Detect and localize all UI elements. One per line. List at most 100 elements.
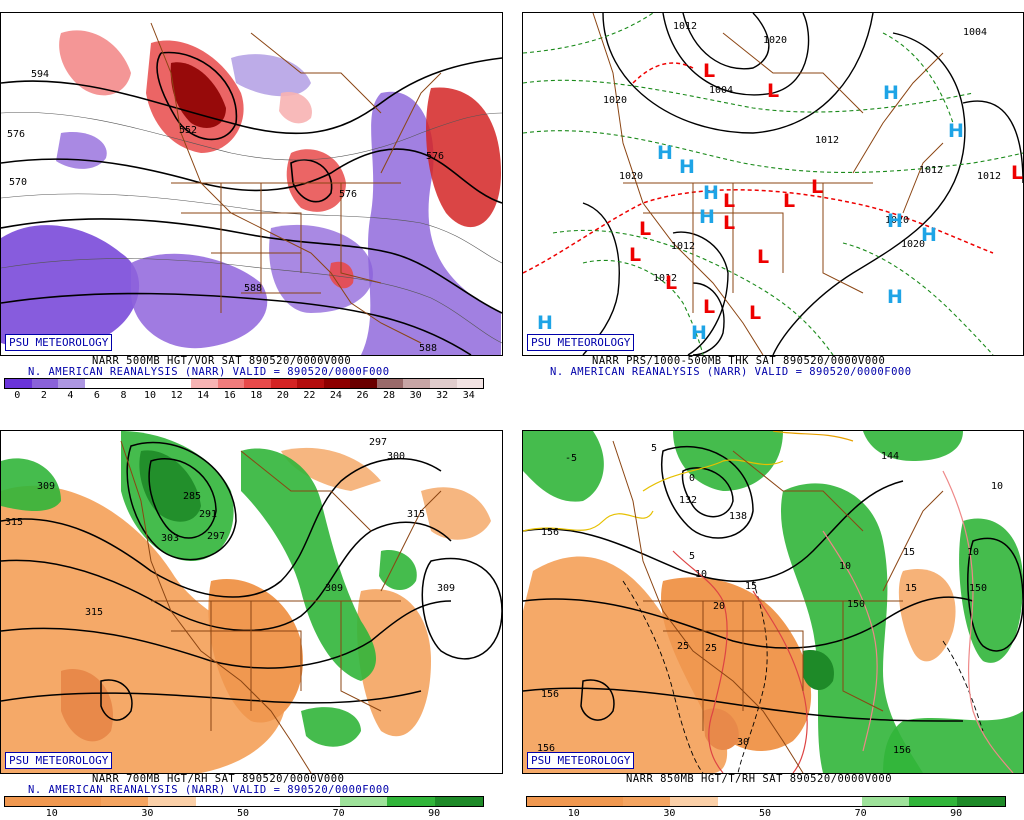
color-swatch [5,797,53,806]
color-swatch [430,379,457,388]
contour-label: 15 [905,583,917,594]
color-swatch [190,379,218,388]
low-pressure-marker: L [749,302,761,324]
vorticity-color-scale [4,378,484,389]
scale-tick-label: 50 [758,808,772,819]
contour-label: 10 [695,569,707,580]
contour-label: 1012 [673,21,697,32]
scale-tick-label: 26 [356,390,369,401]
contour-label: 297 [207,531,225,542]
contour-label: 150 [969,583,987,594]
contour-label: 156 [541,689,559,700]
scale-tick-label: 10 [144,390,157,401]
scale-tick-label: 70 [854,808,867,819]
high-pressure-marker: H [699,206,715,228]
contour-label: 315 [407,509,425,520]
contour-label: 10 [967,547,979,558]
contour-label: 132 [679,495,697,506]
panel-850mb: -5 5 132 138 144 5 156 15 0 10 150 10 20… [522,418,1024,819]
color-swatch [137,379,165,388]
high-pressure-marker: H [883,82,899,104]
contour-label: 5 [689,551,695,562]
contour-label: 150 [847,599,865,610]
scale-tick-label: 18 [250,390,263,401]
high-pressure-marker: H [657,142,673,164]
contour-label: 1020 [619,171,643,182]
color-swatch [164,379,191,388]
scale-tick-label: 28 [383,390,396,401]
contour-label: 156 [541,527,559,538]
color-swatch [84,379,112,388]
scale-tick-label: 20 [276,390,289,401]
contour-label: 30 [737,737,749,748]
low-pressure-marker: L [703,60,715,82]
contour-label: 315 [85,607,103,618]
color-swatch [574,797,623,806]
contour-label: 1012 [653,273,677,284]
contour-label: 20 [713,601,725,612]
scale-tick-label: 22 [303,390,316,401]
panel-pressure-thickness: 1012 1020 1004 1020 1012 1012 1020 1012 … [522,0,1024,410]
map-pressure-graphics: 1012 1020 1004 1020 1012 1012 1020 1012 … [523,13,1023,355]
map-pressure-thickness: 1012 1020 1004 1020 1012 1012 1020 1012 … [522,12,1024,356]
map-500mb: 594 576 570 552 576 576 588 588 PSU METE… [0,12,503,356]
color-swatch [403,379,430,388]
color-swatch [813,797,862,806]
contour-label: 1020 [901,239,925,250]
contour-label: 1004 [709,85,733,96]
scale-tick-label: 2 [40,390,47,401]
panel-700mb: 309 285 291 297 303 297 300 315 315 309 … [0,418,512,819]
scale-tick-label: 30 [141,808,154,819]
low-pressure-marker: L [723,190,735,212]
panel-subtitle: N. AMERICAN REANALYSIS (NARR) VALID = 89… [550,366,912,378]
contour-label: 0 [689,473,695,484]
low-pressure-marker: L [783,190,795,212]
high-pressure-marker: H [948,120,964,142]
scale-tick-label: 24 [329,390,342,401]
scale-tick-label: 10 [45,808,58,819]
panel-title: NARR 850MB HGT/T/RH SAT 890520/0000V000 [626,773,893,785]
low-pressure-marker: L [757,246,769,268]
contour-label: 291 [199,509,217,520]
high-pressure-marker: H [887,210,903,232]
psu-meteorology-badge: PSU METEOROLOGY [5,752,113,769]
contour-label: 1012 [977,171,1001,182]
contour-label: 297 [369,437,387,448]
scale-tick-label: 16 [223,390,236,401]
contour-label: 5 [651,443,657,454]
contour-label: 309 [37,481,55,492]
color-swatch [435,797,483,806]
color-swatch [52,797,101,806]
contour-label: 309 [437,583,455,594]
map-700mb-graphics: 309 285 291 297 303 297 300 315 315 309 … [1,431,502,773]
contour-label: 1020 [885,215,909,226]
contour-label: 1012 [671,241,695,252]
contour-label: 588 [419,343,437,354]
scale-tick-label: 30 [663,808,676,819]
scale-tick-label: 32 [436,390,449,401]
map-700mb: 309 285 291 297 303 297 300 315 315 309 … [0,430,503,774]
panel-500mb: 594 576 570 552 576 576 588 588 PSU METE… [0,0,512,410]
psu-meteorology-badge: PSU METEOROLOGY [527,334,635,351]
color-swatch [387,797,436,806]
panel-title: NARR PRS/1000-500MB THK SAT 890520/0000V… [592,355,886,367]
scale-tick-label: 8 [120,390,127,401]
contour-label: 303 [161,533,179,544]
psu-meteorology-badge: PSU METEOROLOGY [5,334,113,351]
color-swatch [297,379,324,388]
high-pressure-marker: H [703,182,719,204]
low-pressure-marker: L [1011,162,1023,184]
contour-label: 576 [339,189,357,200]
color-swatch [196,797,244,806]
scale-tick-label: 12 [170,390,183,401]
rh-scale-labels: 10 30 50 70 90 [4,808,482,820]
map-850mb-graphics: -5 5 132 138 144 5 156 15 0 10 150 10 20… [523,431,1023,773]
contour-label: 1020 [763,35,787,46]
color-swatch [909,797,958,806]
color-swatch [5,379,32,388]
panel-title: NARR 700MB HGT/RH SAT 890520/0000V000 [92,773,345,785]
contour-label: 576 [7,129,25,140]
contour-label: 10 [839,561,851,572]
low-pressure-marker: L [767,80,779,102]
low-pressure-marker: L [703,296,715,318]
